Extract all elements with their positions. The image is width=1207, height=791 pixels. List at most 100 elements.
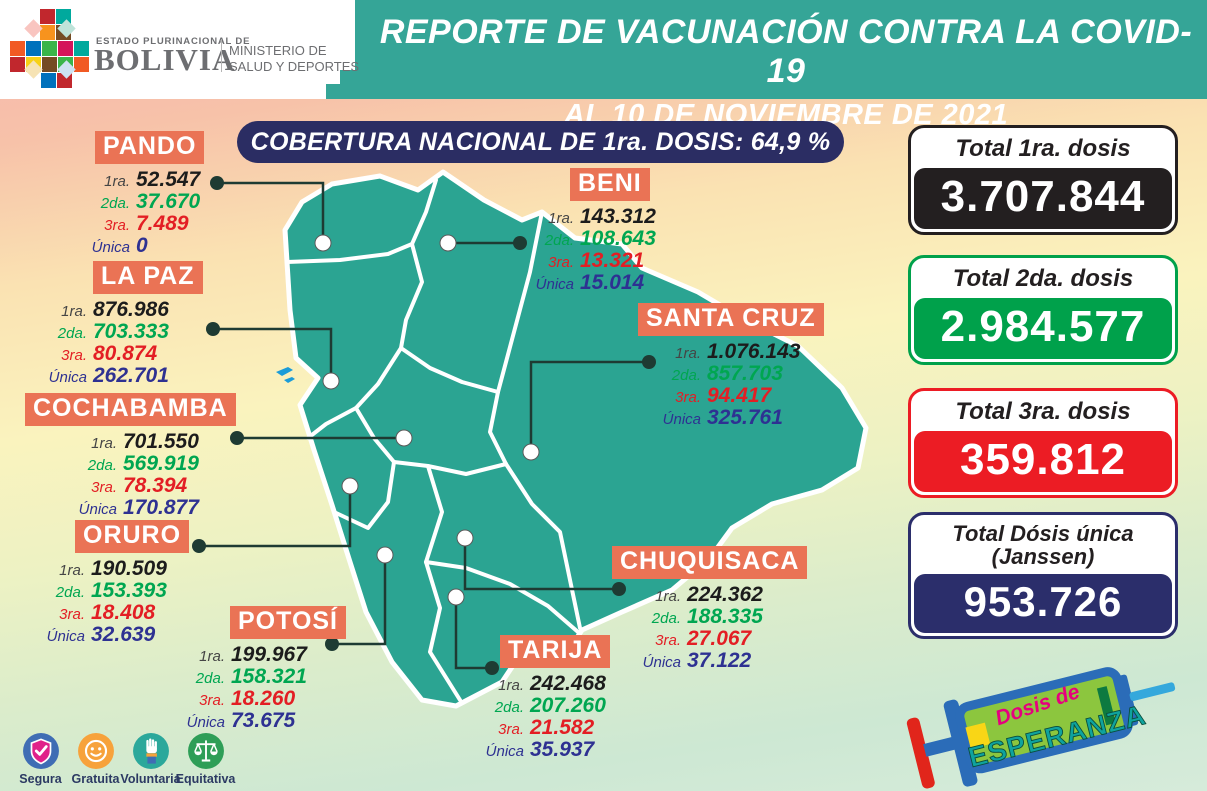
dose-label-2da: 2da. (651, 610, 681, 627)
department-title: BENI (570, 168, 650, 201)
dose-value-1ra: 190.509 (91, 557, 167, 580)
total-card-label-line2: (Janssen) (991, 544, 1095, 570)
dose-value-unica: 32.639 (91, 623, 156, 646)
dose-label-3ra: 3ra. (91, 479, 117, 496)
department-title: CHUQUISACA (612, 546, 808, 579)
dose-value-3ra: 13.321 (580, 249, 645, 272)
total-card-single-dose: Total Dósis única (Janssen) 953.726 (908, 512, 1178, 640)
department-panel-cochabamba: COCHABAMBA 1ra. 701.550 2da. 569.919 3ra. 7… (25, 393, 236, 520)
dose-label-1ra: 1ra. (91, 435, 117, 452)
dose-table: 1ra. 242.468 2da. 207.260 3ra. 21.582 Única… (460, 672, 610, 762)
department-panel-pando: PANDO 1ra. 52.547 2da. 37.670 3ra. 7.489 Ún… (66, 131, 205, 258)
total-card-3rd-dose: Total 3ra. dosis 359.812 (908, 388, 1178, 499)
dose-label-1ra: 1ra. (498, 677, 524, 694)
dose-value-2da: 207.260 (530, 694, 606, 717)
dose-table: 1ra. 143.312 2da. 108.643 3ra. 13.321 Única… (510, 205, 656, 295)
dose-value-1ra: 143.312 (580, 205, 656, 228)
dose-value-2da: 857.703 (707, 362, 783, 385)
dose-table: 1ra. 199.967 2da. 158.321 3ra. 18.260 Única… (161, 643, 346, 733)
principle-label: Gratuita (71, 772, 120, 786)
dose-label-unica: Única (46, 628, 85, 645)
dose-label-2da: 2da. (671, 367, 701, 384)
dose-value-1ra: 701.550 (123, 430, 199, 453)
dose-label-unica: Única (642, 654, 681, 671)
dose-value-3ra: 78.394 (123, 474, 188, 497)
dose-value-2da: 703.333 (93, 320, 169, 343)
total-card-label: Total 3ra. dosis (955, 398, 1131, 425)
department-title: SANTA CRUZ (638, 303, 824, 336)
dose-label-2da: 2da. (55, 584, 85, 601)
dose-value-2da: 158.321 (231, 665, 307, 688)
total-card-label-line1: Total Dósis única (952, 521, 1134, 546)
dose-value-1ra: 1.076.143 (707, 340, 801, 363)
dose-value-2da: 37.670 (136, 190, 201, 213)
dose-value-3ra: 21.582 (530, 716, 595, 739)
mosaic-cross-icon (10, 9, 89, 88)
department-panel-oruro: ORURO 1ra. 190.509 2da. 153.393 3ra. 18.408… (21, 520, 190, 647)
dose-table: 1ra. 876.986 2da. 703.333 3ra. 80.874 Única… (23, 298, 203, 388)
dose-label-2da: 2da. (544, 232, 574, 249)
dose-value-1ra: 199.967 (231, 643, 307, 666)
dose-label-1ra: 1ra. (675, 345, 701, 362)
department-title: TARIJA (500, 635, 611, 668)
dose-table: 1ra. 701.550 2da. 569.919 3ra. 78.394 Única… (25, 430, 236, 520)
dose-value-unica: 37.122 (687, 649, 752, 672)
dose-label-3ra: 3ra. (498, 721, 524, 738)
syringe-icon: Dosis de ESPERANZA (906, 667, 1176, 789)
dose-value-2da: 108.643 (580, 227, 656, 250)
dose-label-1ra: 1ra. (104, 173, 130, 190)
total-card-label: Total 1ra. dosis (955, 135, 1131, 162)
dose-value-3ra: 94.417 (707, 384, 772, 407)
department-title: COCHABAMBA (25, 393, 236, 426)
dose-label-3ra: 3ra. (104, 217, 130, 234)
dose-label-unica: Única (91, 239, 130, 256)
lake-titicaca-icon (276, 367, 295, 383)
dose-label-1ra: 1ra. (61, 303, 87, 320)
dose-value-3ra: 18.260 (231, 687, 296, 710)
vaccination-principles: Segura Gratuita Voluntaria (13, 732, 236, 786)
department-panel-tarija: TARIJA 1ra. 242.468 2da. 207.260 3ra. 21.58… (460, 635, 611, 762)
dose-value-3ra: 27.067 (687, 627, 752, 650)
principle-equitativa: Equitativa (175, 732, 236, 786)
dose-table: 1ra. 52.547 2da. 37.670 3ra. 7.489 Única 0 (66, 168, 204, 258)
dose-value-unica: 170.877 (123, 496, 199, 519)
dose-value-2da: 569.919 (123, 452, 199, 475)
dose-label-2da: 2da. (57, 325, 87, 342)
department-panel-santa-cruz: SANTA CRUZ 1ra. 1.076.143 2da. 857.703 3ra… (637, 303, 824, 430)
ministry-name: MINISTERIO DE SALUD Y DEPORTES (229, 43, 359, 74)
dose-label-2da: 2da. (87, 457, 117, 474)
dose-value-1ra: 242.468 (530, 672, 606, 695)
dose-label-unica: Única (48, 369, 87, 386)
total-card-1st-dose: Total 1ra. dosis 3.707.844 (908, 125, 1178, 236)
smiley-icon (77, 733, 114, 769)
dose-label-unica: Única (535, 276, 574, 293)
dose-value-1ra: 52.547 (136, 168, 201, 191)
principle-label: Segura (19, 772, 62, 786)
total-card-2nd-dose: Total 2da. dosis 2.984.577 (908, 255, 1178, 366)
dose-label-3ra: 3ra. (59, 606, 85, 623)
dose-value-unica: 35.937 (530, 738, 595, 761)
total-card-label: Total Dósis única (Janssen) (914, 515, 1172, 574)
dose-value-unica: 262.701 (93, 364, 169, 387)
department-title: LA PAZ (93, 261, 203, 294)
national-coverage-banner: COBERTURA NACIONAL DE 1ra. DOSIS: 64,9 % (237, 121, 844, 163)
dose-table: 1ra. 190.509 2da. 153.393 3ra. 18.408 Única… (21, 557, 189, 647)
bolivia-state-logo (10, 9, 89, 88)
total-card-value: 953.726 (914, 574, 1172, 634)
total-card-value: 359.812 (914, 431, 1172, 493)
dose-table: 1ra. 224.362 2da. 188.335 3ra. 27.067 Única… (612, 584, 807, 673)
dose-label-3ra: 3ra. (655, 632, 681, 649)
dose-label-1ra: 1ra. (59, 562, 85, 579)
dose-value-3ra: 80.874 (93, 342, 158, 365)
dose-value-3ra: 7.489 (136, 212, 189, 235)
dose-value-2da: 153.393 (91, 579, 167, 602)
principle-label: Equitativa (175, 772, 236, 786)
shield-check-icon (22, 733, 59, 769)
department-title: POTOSÍ (230, 606, 347, 639)
raised-hand-icon (132, 733, 169, 769)
dose-value-unica: 0 (136, 234, 148, 257)
dose-value-1ra: 876.986 (93, 298, 169, 321)
report-title-line1: REPORTE DE VACUNACIÓN CONTRA LA COVID-19 (379, 13, 1193, 90)
header-divider (221, 40, 222, 72)
